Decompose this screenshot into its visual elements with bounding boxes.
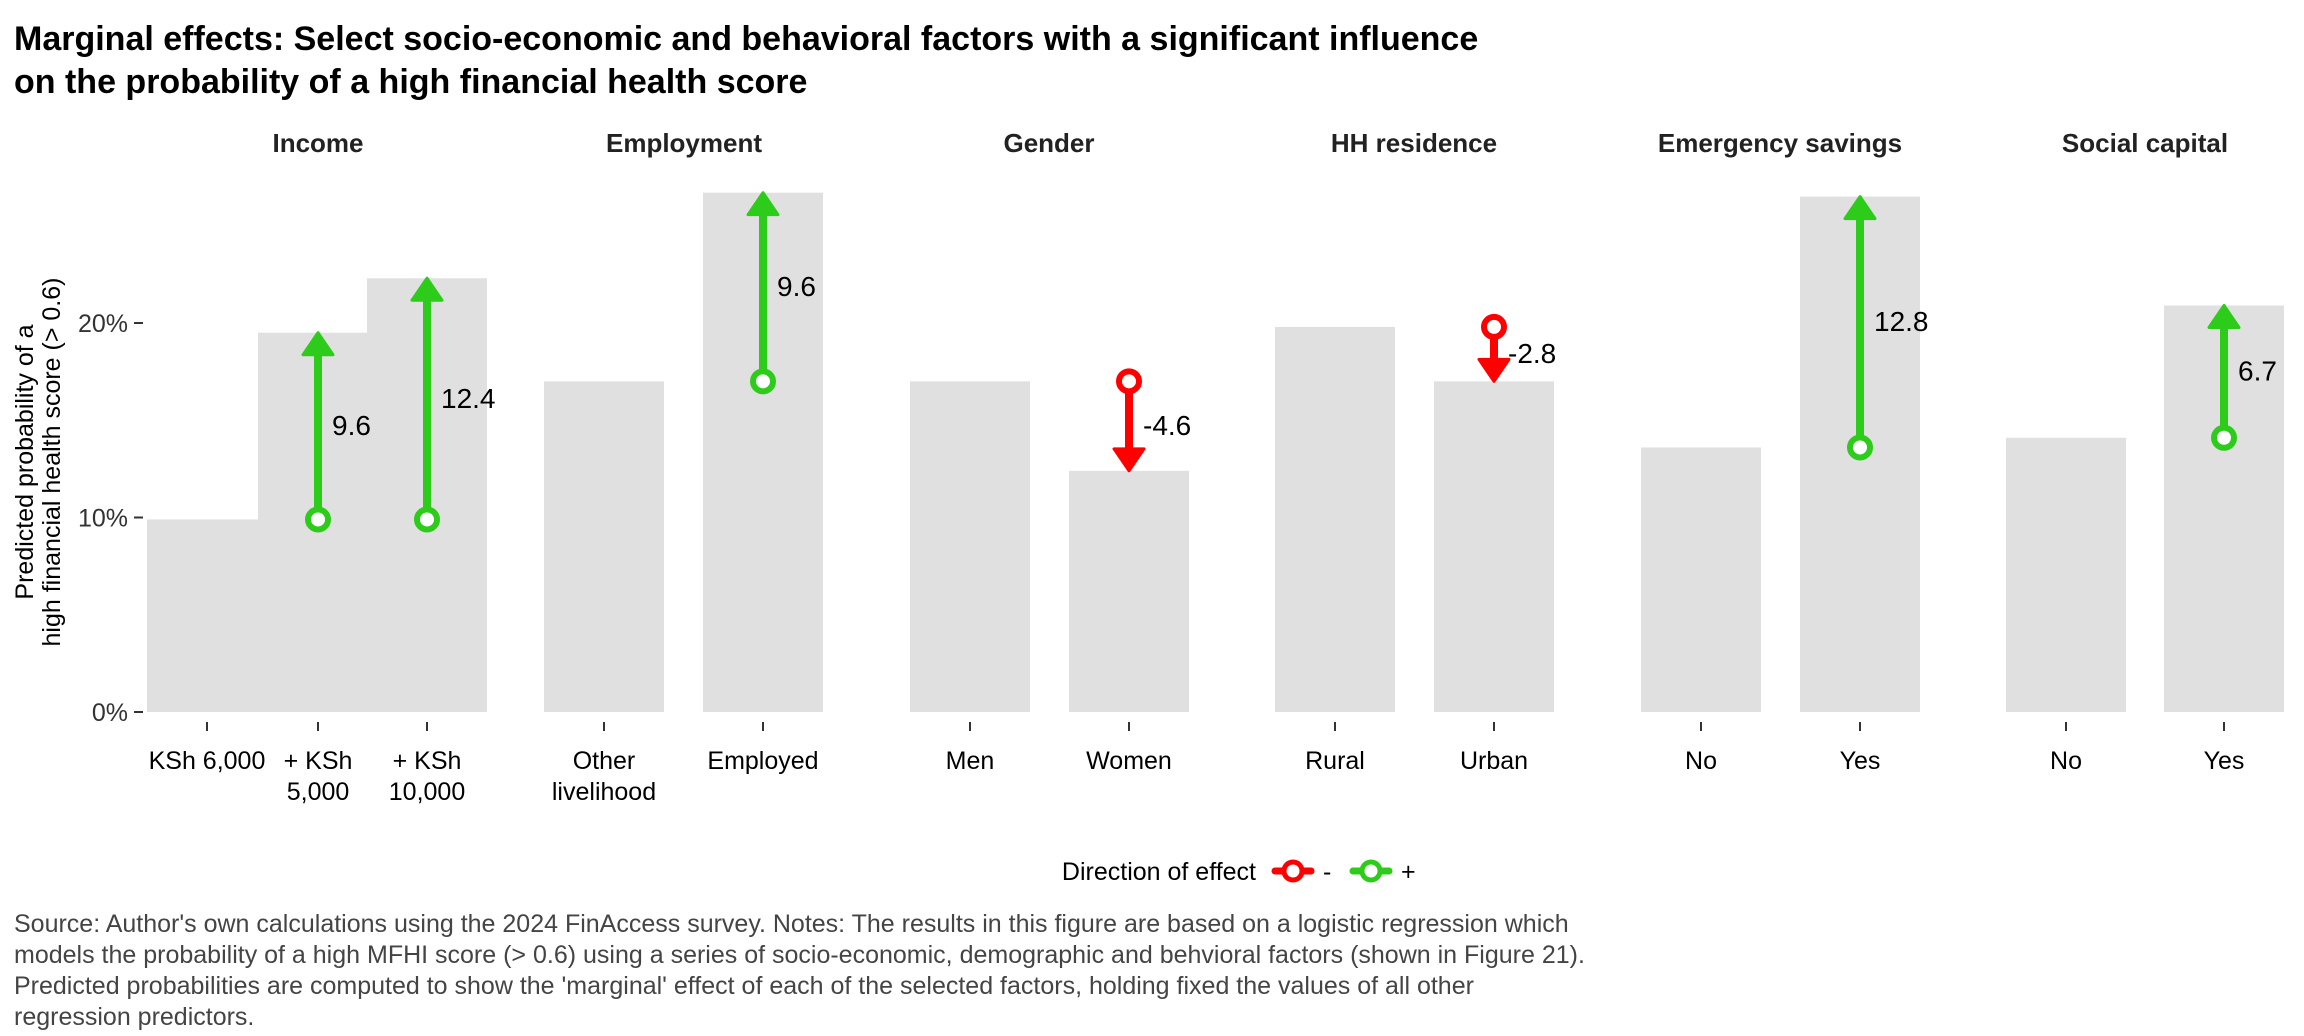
panel-title-4: Emergency savings (1658, 128, 1902, 158)
chart-title-line-2: on the probability of a high financial h… (14, 63, 808, 101)
category-label-0-0-0: KSh 6,000 (149, 747, 266, 775)
source-note-line-2: models the probability of a high MFHI sc… (14, 941, 1585, 969)
y-axis-label: Predicted probability of a high financial… (11, 278, 66, 647)
effect-label-3-0: -2.8 (1508, 338, 1556, 369)
effect-arrow-0-0-head (301, 331, 335, 357)
bar-3-0 (1275, 326, 1395, 712)
effect-arrow-4-0-origin-point (1847, 434, 1873, 461)
effect-arrow-4-0-head (1843, 195, 1877, 221)
category-label-2-0-0: Men (946, 747, 995, 775)
effect-arrow-1-0-origin-point (750, 368, 776, 395)
y-axis-label-line-2: high financial health score (> 0.6) (38, 278, 66, 647)
category-label-1-1-0: Employed (707, 747, 818, 775)
bar-4-0 (1641, 447, 1761, 712)
y-tick-label-2: 20% (78, 310, 128, 338)
category-label-5-1-0: Yes (2204, 747, 2245, 775)
category-label-1-0-1: livelihood (552, 778, 656, 806)
bar-0-0 (147, 519, 267, 712)
effect-arrow-0-0-origin-point (305, 506, 331, 533)
panel-title-3: HH residence (1331, 128, 1497, 158)
y-axis-label-line-1: Predicted probability of a (11, 324, 39, 599)
bar-5-0 (2006, 437, 2126, 712)
source-note-line-4: regression predictors. (14, 1003, 255, 1031)
category-label-3-1-0: Urban (1460, 747, 1528, 775)
source-note: Source: Author's own calculations using … (14, 909, 1894, 1033)
legend-key-point-0 (1281, 859, 1305, 883)
legend-label-0: - (1323, 858, 1331, 886)
effect-arrow-5-0-head (2207, 303, 2241, 329)
effect-arrow-1-0-head (746, 191, 780, 217)
effect-arrow-0-1-origin-point (414, 506, 440, 533)
panel-title-0: Income (272, 128, 363, 158)
bar-2-1 (1069, 470, 1189, 712)
category-label-1-0-0: Other (573, 747, 636, 775)
y-tick-label-0: 0% (92, 699, 128, 727)
bar-1-0 (544, 381, 664, 712)
chart-title-line-1: Marginal effects: Select socio-economic … (14, 20, 1479, 58)
legend-key-point-1 (1359, 859, 1383, 883)
effect-label-1-0: 9.6 (777, 271, 816, 302)
category-label-3-0-0: Rural (1305, 747, 1365, 775)
category-label-2-1-0: Women (1086, 747, 1172, 775)
effect-arrow-2-0-head (1112, 447, 1146, 473)
category-label-5-0-0: No (2050, 747, 2082, 775)
effect-label-5-0: 6.7 (2238, 356, 2277, 387)
legend-title: Direction of effect (1062, 858, 1256, 886)
category-label-0-1-1: 5,000 (287, 778, 350, 806)
panel-title-1: Employment (606, 128, 762, 158)
category-label-4-1-0: Yes (1840, 747, 1881, 775)
bar-2-0 (910, 381, 1030, 712)
chart-title: Marginal effects: Select socio-economic … (14, 18, 1814, 104)
effect-label-4-0: 12.8 (1874, 306, 1929, 337)
effect-arrow-3-0-head (1477, 357, 1511, 383)
panel-title-2: Gender (1003, 128, 1094, 158)
effect-arrow-5-0-origin-point (2211, 424, 2237, 451)
category-label-0-2-0: + KSh (393, 747, 462, 775)
source-note-line-1: Source: Author's own calculations using … (14, 910, 1569, 938)
effect-label-2-0: -4.6 (1143, 410, 1191, 441)
source-note-line-3: Predicted probabilities are computed to … (14, 972, 1474, 1000)
legend-label-1: + (1401, 858, 1416, 886)
category-label-4-0-0: No (1685, 747, 1717, 775)
effect-arrow-3-0-origin-point (1481, 313, 1507, 340)
bar-3-1 (1434, 381, 1554, 712)
effect-label-0-1: 12.4 (441, 383, 496, 414)
panel-title-5: Social capital (2062, 128, 2228, 158)
effect-arrow-2-0-origin-point (1116, 368, 1142, 395)
category-label-0-1-0: + KSh (284, 747, 353, 775)
effect-arrow-0-1-head (410, 276, 444, 302)
effect-label-0-0: 9.6 (332, 410, 371, 441)
category-label-0-2-1: 10,000 (389, 778, 465, 806)
y-tick-label-1: 10% (78, 505, 128, 533)
